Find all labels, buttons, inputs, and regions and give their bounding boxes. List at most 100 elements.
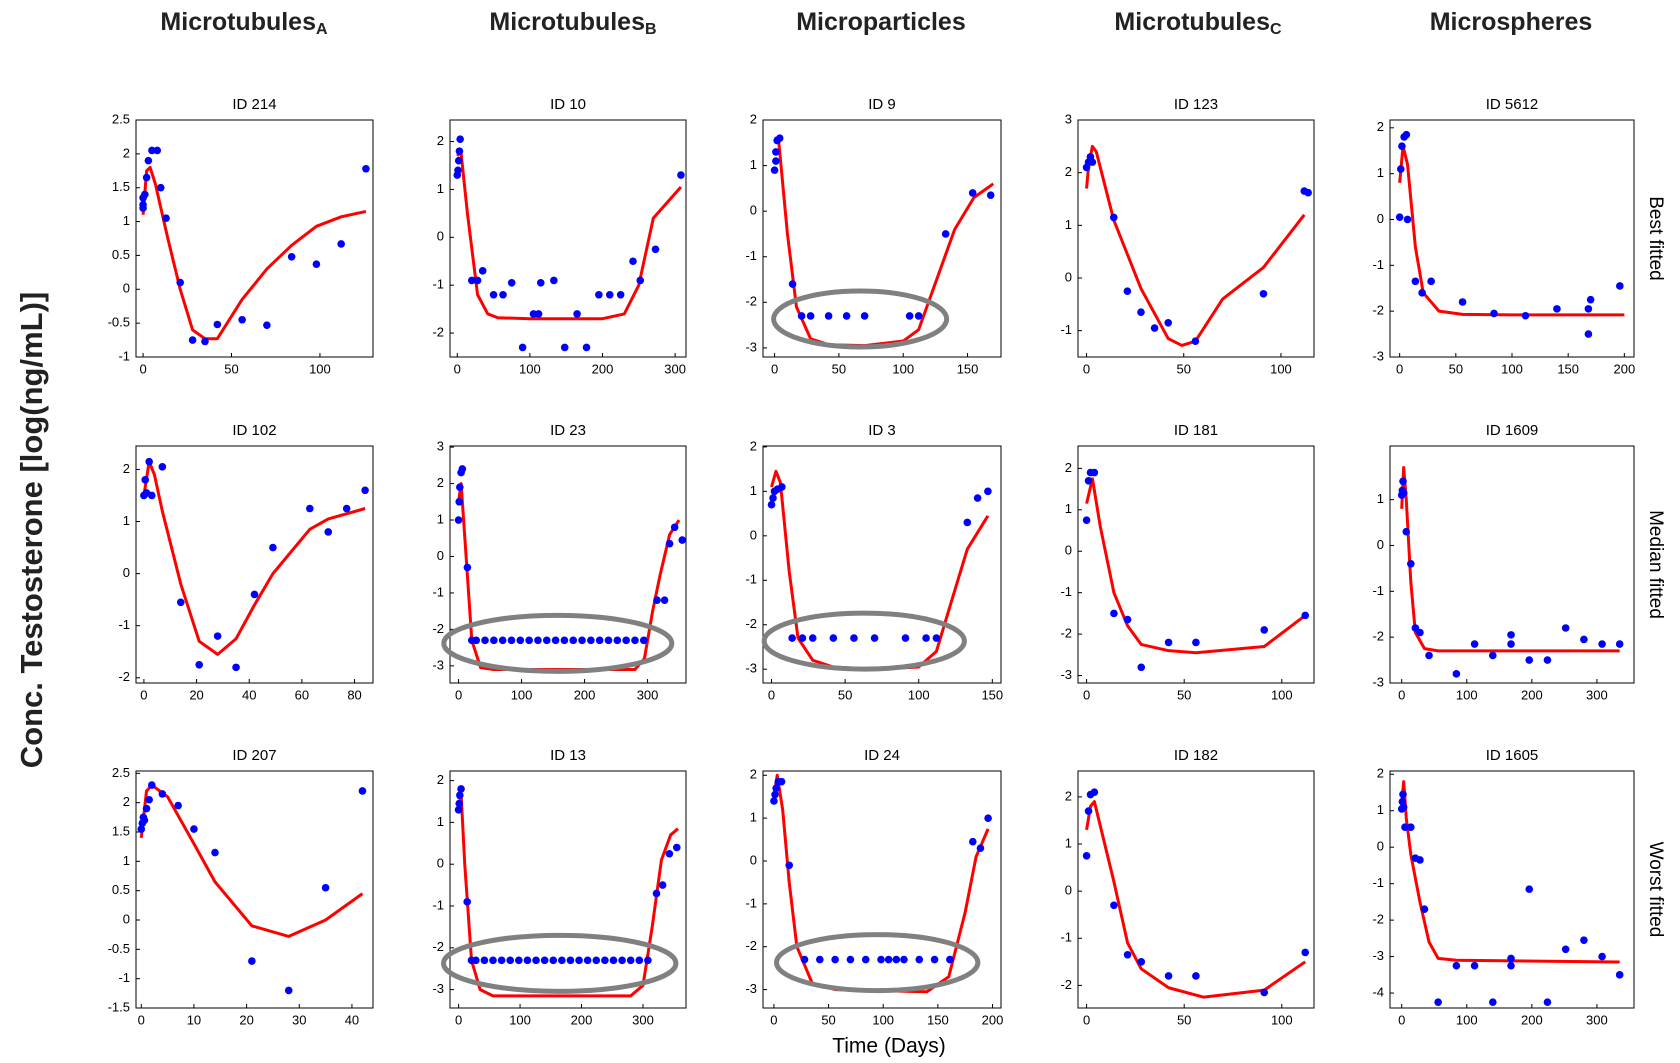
data-point: [831, 955, 839, 964]
y-tick-label: -3: [1060, 667, 1072, 682]
y-tick-label: 2: [750, 438, 757, 453]
data-point: [1407, 560, 1415, 568]
data-point: [639, 636, 648, 645]
data-point: [595, 636, 604, 645]
data-point: [915, 955, 924, 964]
data-point: [145, 457, 153, 466]
y-tick-label: -2: [745, 938, 757, 953]
data-point: [532, 956, 540, 965]
data-point: [1110, 901, 1118, 910]
plot-title: ID 13: [550, 747, 586, 764]
data-point: [499, 290, 507, 299]
data-point: [213, 632, 222, 640]
plot-title: ID 24: [864, 747, 900, 764]
data-point: [162, 214, 170, 222]
data-point: [558, 956, 566, 965]
data-point: [905, 312, 914, 320]
row-label: Median fitted: [1645, 510, 1666, 619]
data-point: [884, 955, 893, 964]
y-tick-label: -2: [1372, 629, 1384, 644]
x-tick-label: 200: [592, 361, 614, 376]
data-point: [1399, 477, 1407, 486]
data-point: [489, 956, 497, 965]
y-tick-label: -3: [1372, 348, 1384, 363]
data-point: [771, 790, 779, 799]
data-point: [785, 861, 794, 870]
data-point: [232, 663, 240, 672]
data-point: [507, 636, 516, 645]
y-tick-label: 1: [1065, 501, 1072, 516]
data-point: [652, 889, 661, 898]
y-tick-label: 2: [1065, 164, 1072, 179]
fit-line: [1085, 144, 1306, 347]
data-point: [1164, 318, 1173, 327]
y-tick-label: 0: [1377, 211, 1384, 226]
data-point: [1452, 961, 1461, 970]
data-point: [1399, 488, 1408, 497]
data-point: [490, 636, 498, 645]
data-point: [140, 816, 149, 825]
y-tick-label: 0.5: [112, 247, 130, 262]
plot-area: [449, 445, 687, 684]
y-tick-label: 0: [123, 281, 130, 296]
column-header: MicrotubulesA: [160, 8, 328, 39]
data-point: [870, 634, 879, 642]
data-point: [458, 465, 467, 473]
y-tick-label: -2: [1372, 303, 1384, 318]
data-point: [321, 883, 330, 892]
data-point: [861, 955, 870, 964]
data-point: [922, 634, 930, 642]
y-tick-label: -1: [745, 895, 757, 910]
y-tick-label: -2: [1372, 912, 1384, 927]
data-point: [1164, 972, 1173, 980]
x-tick-label: 300: [637, 687, 659, 702]
plot-title: ID 1605: [1486, 747, 1539, 764]
data-point: [287, 252, 296, 261]
data-point: [498, 636, 507, 645]
data-point: [1082, 516, 1091, 524]
data-point: [141, 190, 149, 199]
data-point: [1411, 277, 1420, 286]
x-tick-label: 0: [1396, 361, 1403, 376]
data-point: [1580, 635, 1588, 644]
fit-line: [1085, 800, 1307, 999]
y-tick-label: -2: [745, 294, 757, 309]
data-point: [984, 487, 992, 496]
data-point: [142, 173, 151, 182]
data-point: [829, 634, 838, 642]
y-axis-label: Conc. Testosterone [log(ng/mL)]: [14, 292, 49, 768]
y-tick-label: 0: [123, 565, 130, 580]
y-tick-label: 0: [1065, 883, 1072, 898]
plot-area: [1077, 445, 1315, 684]
y-tick-label: -1: [745, 572, 757, 587]
y-tick-label: 2: [123, 145, 130, 160]
data-point: [1543, 656, 1552, 664]
data-point: [540, 956, 549, 965]
y-tick-label: 0.5: [112, 882, 130, 897]
x-tick-label: 10: [187, 1012, 201, 1027]
data-point: [158, 463, 167, 471]
data-point: [1084, 807, 1093, 815]
data-point: [609, 956, 618, 965]
y-tick-label: -2: [432, 621, 444, 636]
data-point: [678, 536, 687, 544]
data-point: [1150, 324, 1159, 332]
data-point: [1427, 277, 1435, 286]
data-point: [1561, 624, 1570, 632]
y-tick-label: 0: [123, 911, 130, 926]
plot-area: [449, 119, 687, 358]
data-point: [1507, 640, 1515, 648]
data-point: [1584, 330, 1593, 338]
y-tick-label: -2: [1060, 977, 1072, 992]
y-tick-label: 1: [437, 814, 444, 829]
fit-line: [139, 783, 364, 938]
data-point: [306, 504, 314, 513]
y-tick-label: 0: [437, 229, 444, 244]
data-point: [1615, 971, 1624, 979]
y-tick-label: -3: [745, 981, 757, 996]
data-point: [672, 843, 681, 852]
x-tick-label: 100: [519, 361, 541, 376]
data-point: [1525, 656, 1534, 664]
data-point: [263, 321, 271, 329]
